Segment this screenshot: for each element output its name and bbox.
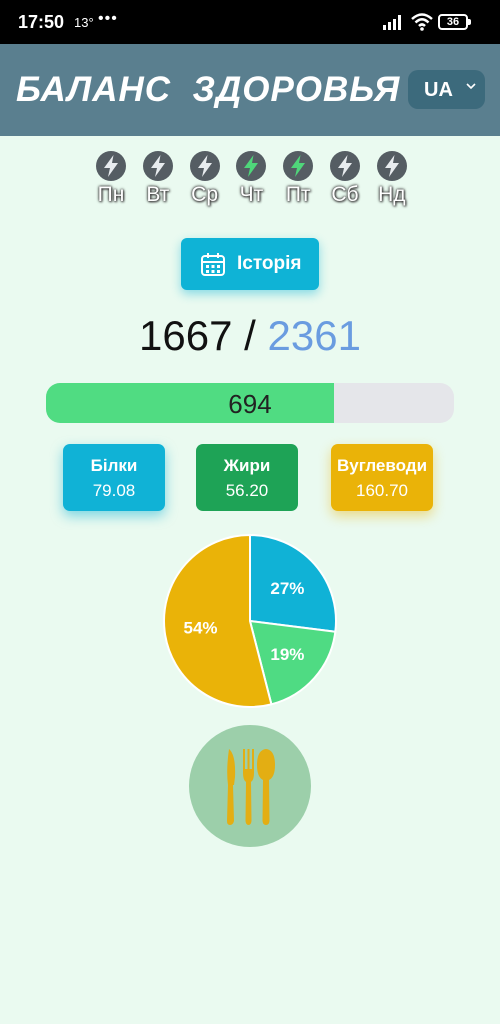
lightning-icon (96, 151, 126, 181)
fat-value: 56.20 (225, 481, 269, 500)
day-label: Нд (378, 183, 406, 206)
day-1[interactable]: Пн (93, 150, 129, 207)
day-2[interactable]: Вт (140, 150, 176, 207)
wifi-icon (411, 13, 433, 31)
add-meal-button[interactable] (189, 725, 311, 847)
pie-slice-label-1: 27% (270, 579, 304, 598)
status-time: 17:50 (18, 12, 65, 32)
carbs-label: Вуглеводи (336, 456, 428, 475)
language-value: UA (424, 79, 453, 101)
lightning-icon (283, 151, 314, 181)
protein-value: 79.08 (92, 481, 136, 500)
chevron-down-icon (466, 83, 476, 90)
calorie-progress-fill (46, 383, 335, 423)
fat-label: Жири (223, 456, 271, 475)
signal-icon (383, 15, 401, 30)
pie-slice-3 (163, 533, 273, 708)
carbs-value: 160.70 (356, 481, 408, 500)
day-3[interactable]: Ср (187, 150, 223, 207)
protein-label: Білки (90, 456, 138, 475)
day-4[interactable]: Чт (233, 150, 269, 207)
app-title: БАЛАНС ЗДОРОВЬЯ (16, 70, 401, 109)
pie-slice-2 (248, 619, 337, 706)
app-header: БАЛАНС ЗДОРОВЬЯ UA (0, 44, 500, 136)
macro-pie-chart: 27% 19% 54% (163, 533, 337, 708)
day-7[interactable]: Нд (374, 150, 410, 207)
calorie-progress-bar: 694 (46, 383, 454, 423)
lightning-icon (236, 151, 267, 181)
language-select[interactable]: UA (408, 70, 485, 109)
day-label: Пн (97, 183, 125, 206)
day-label: Сб (331, 183, 359, 206)
day-5[interactable]: Пт (280, 150, 316, 207)
status-temperature: 13° (74, 15, 94, 30)
lightning-icon (376, 151, 407, 181)
day-label: Ср (191, 183, 219, 206)
calories-separator: / (244, 312, 256, 359)
status-bar: 17:50 13° ••• 36 (0, 0, 500, 44)
calories-goal: 2361 (267, 312, 361, 359)
pie-slice-label-3: 54% (183, 618, 217, 637)
carbs-card: Вуглеводи 160.70 (331, 444, 433, 511)
lightning-icon (189, 151, 220, 181)
day-label: Вт (146, 183, 170, 206)
protein-card: Білки 79.08 (63, 444, 165, 511)
calendar-icon (201, 253, 225, 276)
history-button[interactable]: Історія (181, 238, 319, 290)
day-label: Чт (239, 183, 264, 206)
calories-remaining: 694 (228, 389, 272, 419)
lightning-icon (142, 151, 173, 181)
pie-slice-label-2: 19% (270, 645, 304, 664)
calorie-summary: 1667 / 2361 (0, 312, 500, 360)
cutlery-icon (227, 749, 275, 825)
calories-consumed: 1667 (139, 312, 233, 359)
pie-slice-1 (249, 533, 337, 633)
fat-card: Жири 56.20 (196, 444, 298, 511)
status-more-dots: ••• (98, 10, 118, 27)
day-label: Пт (285, 183, 311, 206)
lightning-icon (330, 151, 360, 181)
history-button-label: Історія (237, 253, 302, 274)
battery-icon: 36 (438, 14, 471, 30)
day-6[interactable]: Сб (327, 150, 363, 207)
